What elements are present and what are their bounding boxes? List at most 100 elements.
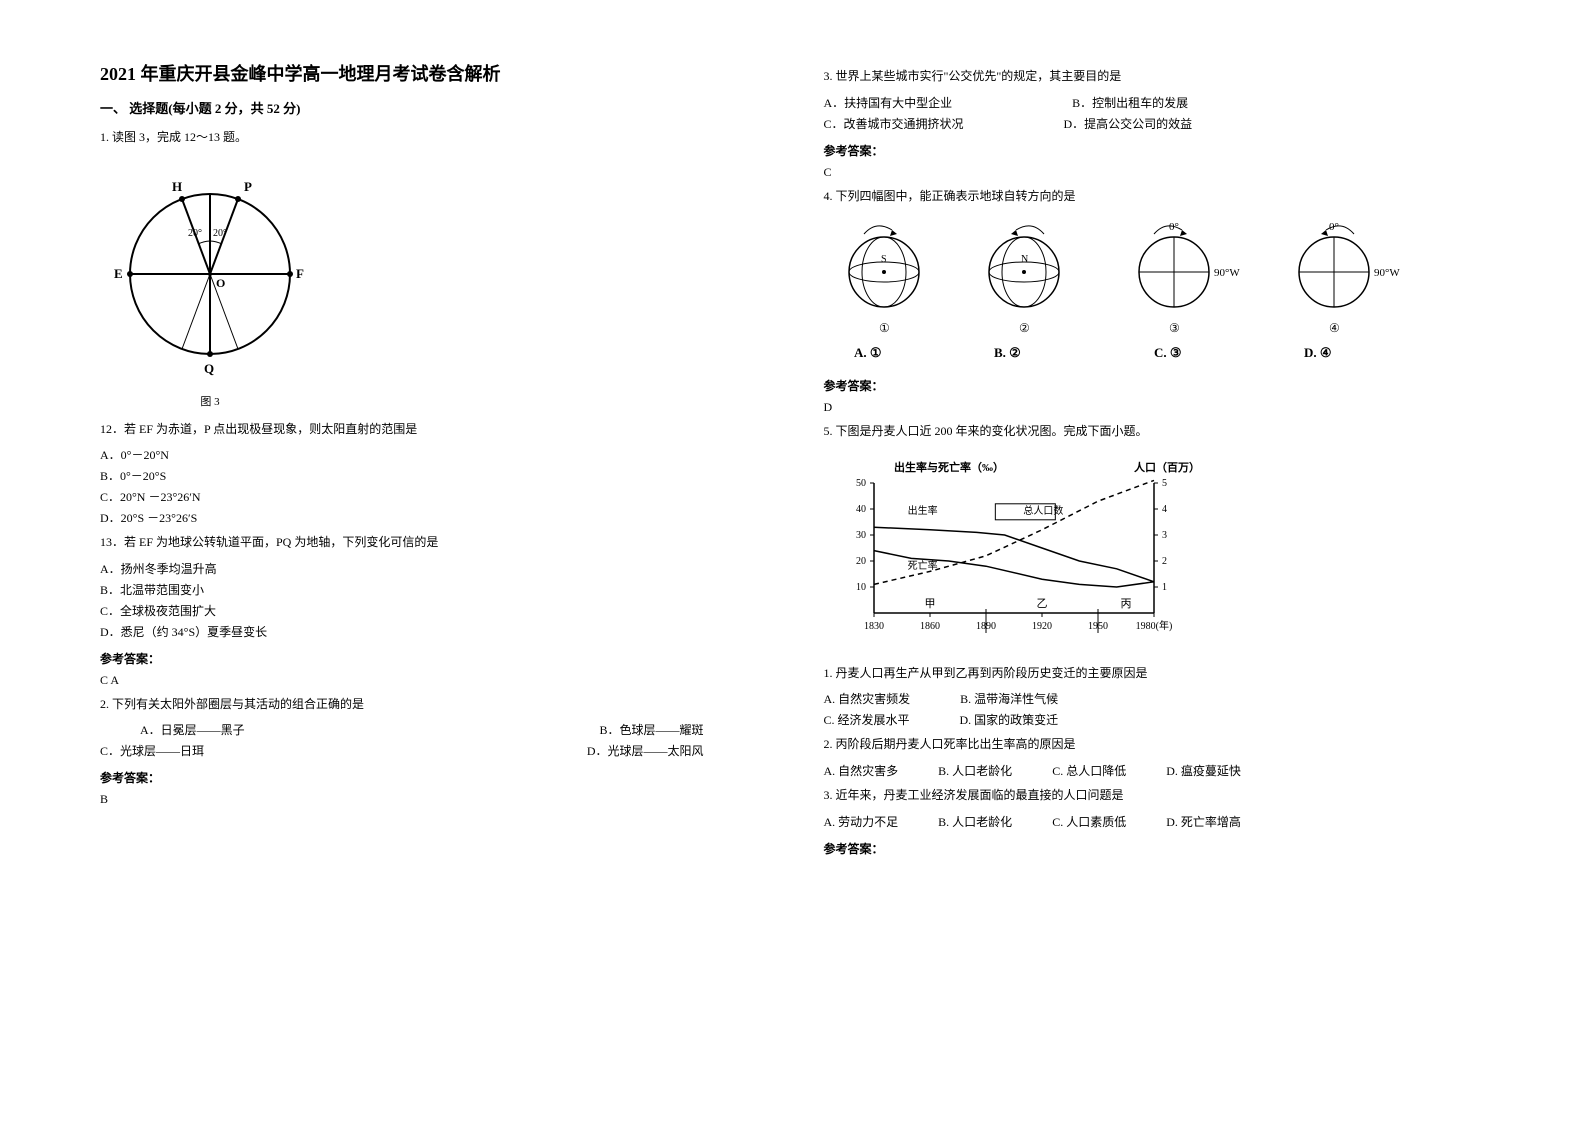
q4-figure: S ① N ② 90°W	[824, 217, 1488, 367]
q13-stem: 13．若 EF 为地球公转轨道平面，PQ 为地轴，下列变化可信的是	[100, 532, 764, 554]
svg-text:B. ②: B. ②	[994, 345, 1021, 360]
svg-text:A. ①: A. ①	[854, 345, 882, 360]
q4-answer: D	[824, 400, 1488, 415]
label-P: P	[244, 179, 252, 194]
q3-A: A．扶持国有大中型企业	[824, 94, 953, 111]
q5-2-row: A. 自然灾害多 B. 人口老龄化 C. 总人口降低 D. 瘟疫蔓延快	[824, 762, 1488, 779]
q12-stem: 12．若 EF 为赤道，P 点出现极昼现象，则太阳直射的范围是	[100, 419, 764, 441]
label-H: H	[172, 179, 182, 194]
svg-text:5: 5	[1162, 478, 1167, 489]
svg-text:乙: 乙	[1036, 597, 1047, 610]
svg-text:0°: 0°	[1329, 221, 1339, 233]
svg-text:人口（百万）: 人口（百万）	[1134, 460, 1200, 474]
q5-3-C: C. 人口素质低	[1052, 813, 1126, 830]
svg-text:1860: 1860	[920, 621, 940, 632]
q12-C: C．20°N －23°26′N	[100, 488, 764, 505]
section-1-header: 一、 选择题(每小题 2 分，共 52 分)	[100, 98, 764, 117]
q2-row1: A．日冕层——黑子 B．色球层——耀斑	[100, 721, 764, 738]
q12-A: A．0°－20°N	[100, 446, 764, 463]
q5-chart: 102030405012345183018601890192019501980(…	[824, 453, 1488, 653]
q2-stem: 2. 下列有关太阳外部圈层与其活动的组合正确的是	[100, 694, 764, 716]
q5-2-C: C. 总人口降低	[1052, 762, 1126, 779]
left-column: 2021 年重庆开县金峰中学高一地理月考试卷含解析 一、 选择题(每小题 2 分…	[100, 60, 764, 863]
q13-C: C．全球极夜范围扩大	[100, 602, 764, 619]
q13-A: A．扬州冬季均温升高	[100, 560, 764, 577]
svg-text:②: ②	[1019, 321, 1030, 335]
q4-answer-label: 参考答案：	[824, 377, 1488, 394]
q5-2-D: D. 瘟疫蔓延快	[1166, 762, 1241, 779]
q5-1-B: B. 温带海洋性气候	[960, 690, 1058, 707]
q1-answer: C A	[100, 673, 764, 688]
q5-2-A: A. 自然灾害多	[824, 762, 899, 779]
label-Q: Q	[204, 361, 214, 376]
q3-row1: A．扶持国有大中型企业 B．控制出租车的发展	[824, 94, 1488, 111]
label-a2: 20°	[213, 228, 227, 239]
svg-text:④: ④	[1329, 321, 1340, 335]
label-E: E	[114, 266, 123, 281]
svg-text:1: 1	[1162, 582, 1167, 593]
q3-B: B．控制出租车的发展	[1072, 94, 1188, 111]
q2-C: C．光球层——日珥	[100, 742, 204, 759]
q5-2-stem: 2. 丙阶段后期丹麦人口死率比出生率高的原因是	[824, 734, 1488, 756]
svg-text:1920: 1920	[1032, 621, 1052, 632]
svg-text:D. ④: D. ④	[1304, 345, 1332, 360]
svg-text:N: N	[1021, 254, 1028, 265]
svg-text:0°: 0°	[1169, 221, 1179, 233]
q2-answer: B	[100, 792, 764, 807]
svg-text:90°W: 90°W	[1214, 267, 1240, 279]
q2-B: B．色球层——耀斑	[599, 721, 763, 738]
svg-text:丙: 丙	[1120, 598, 1131, 610]
svg-text:C. ③: C. ③	[1154, 345, 1182, 360]
q5-1-stem: 1. 丹麦人口再生产从甲到乙再到丙阶段历史变迁的主要原因是	[824, 663, 1488, 685]
q5-1-row1: A. 自然灾害频发 B. 温带海洋性气候	[824, 690, 1488, 707]
q4-stem: 4. 下列四幅图中，能正确表示地球自转方向的是	[824, 186, 1488, 208]
q2-A: A．日冕层——黑子	[100, 721, 245, 738]
svg-text:总人口数: 总人口数	[1023, 504, 1063, 517]
q12-B: B．0°－20°S	[100, 467, 764, 484]
q5-stem: 5. 下图是丹麦人口近 200 年来的变化状况图。完成下面小题。	[824, 421, 1488, 443]
svg-text:3: 3	[1162, 530, 1167, 541]
svg-text:10: 10	[856, 582, 866, 593]
q2-row2: C．光球层——日珥 D．光球层——太阳风	[100, 742, 764, 759]
q5-3-B: B. 人口老龄化	[938, 813, 1012, 830]
svg-text:①: ①	[879, 321, 890, 335]
q2-answer-label: 参考答案：	[100, 769, 764, 786]
svg-text:2: 2	[1162, 556, 1167, 567]
svg-text:40: 40	[856, 504, 866, 515]
q13-B: B．北温带范围变小	[100, 581, 764, 598]
right-column: 3. 世界上某些城市实行"公交优先"的规定，其主要目的是 A．扶持国有大中型企业…	[824, 60, 1488, 863]
q3-answer: C	[824, 165, 1488, 180]
svg-text:出生率: 出生率	[907, 504, 937, 517]
q3-row2: C．改善城市交通拥挤状况 D．提高公交公司的效益	[824, 115, 1488, 132]
q1-answer-label: 参考答案：	[100, 650, 764, 667]
svg-text:90°W: 90°W	[1374, 267, 1400, 279]
q3-D: D．提高公交公司的效益	[1064, 115, 1193, 132]
q3-answer-label: 参考答案：	[824, 142, 1488, 159]
q1-figure: H P E F O Q 20° 20° 图 3	[100, 159, 764, 409]
svg-text:20: 20	[856, 556, 866, 567]
svg-text:出生率与死亡率（‰）: 出生率与死亡率（‰）	[894, 460, 1004, 474]
q2-D: D．光球层——太阳风	[587, 742, 764, 759]
q12-D: D．20°S －23°26′S	[100, 509, 764, 526]
q3-stem: 3. 世界上某些城市实行"公交优先"的规定，其主要目的是	[824, 66, 1488, 88]
q5-1-D: D. 国家的政策变迁	[960, 711, 1059, 728]
svg-text:③: ③	[1169, 321, 1180, 335]
svg-text:1980(年): 1980(年)	[1135, 619, 1172, 632]
exam-title: 2021 年重庆开县金峰中学高一地理月考试卷含解析	[100, 60, 764, 86]
svg-text:50: 50	[856, 478, 866, 489]
q5-2-B: B. 人口老龄化	[938, 762, 1012, 779]
q5-1-A: A. 自然灾害频发	[824, 690, 911, 707]
svg-text:S: S	[881, 254, 887, 265]
q5-3-D: D. 死亡率增高	[1166, 813, 1241, 830]
q5-1-C: C. 经济发展水平	[824, 711, 910, 728]
q1-stem: 1. 读图 3，完成 12～13 题。	[100, 127, 764, 149]
q5-answer-label: 参考答案：	[824, 840, 1488, 857]
svg-text:4: 4	[1162, 504, 1167, 515]
q5-3-stem: 3. 近年来，丹麦工业经济发展面临的最直接的人口问题是	[824, 785, 1488, 807]
svg-text:死亡率: 死亡率	[907, 559, 937, 572]
fig3-caption: 图 3	[100, 393, 320, 409]
svg-text:30: 30	[856, 530, 866, 541]
q5-1-row2: C. 经济发展水平 D. 国家的政策变迁	[824, 711, 1488, 728]
q5-3-A: A. 劳动力不足	[824, 813, 899, 830]
q5-3-row: A. 劳动力不足 B. 人口老龄化 C. 人口素质低 D. 死亡率增高	[824, 813, 1488, 830]
